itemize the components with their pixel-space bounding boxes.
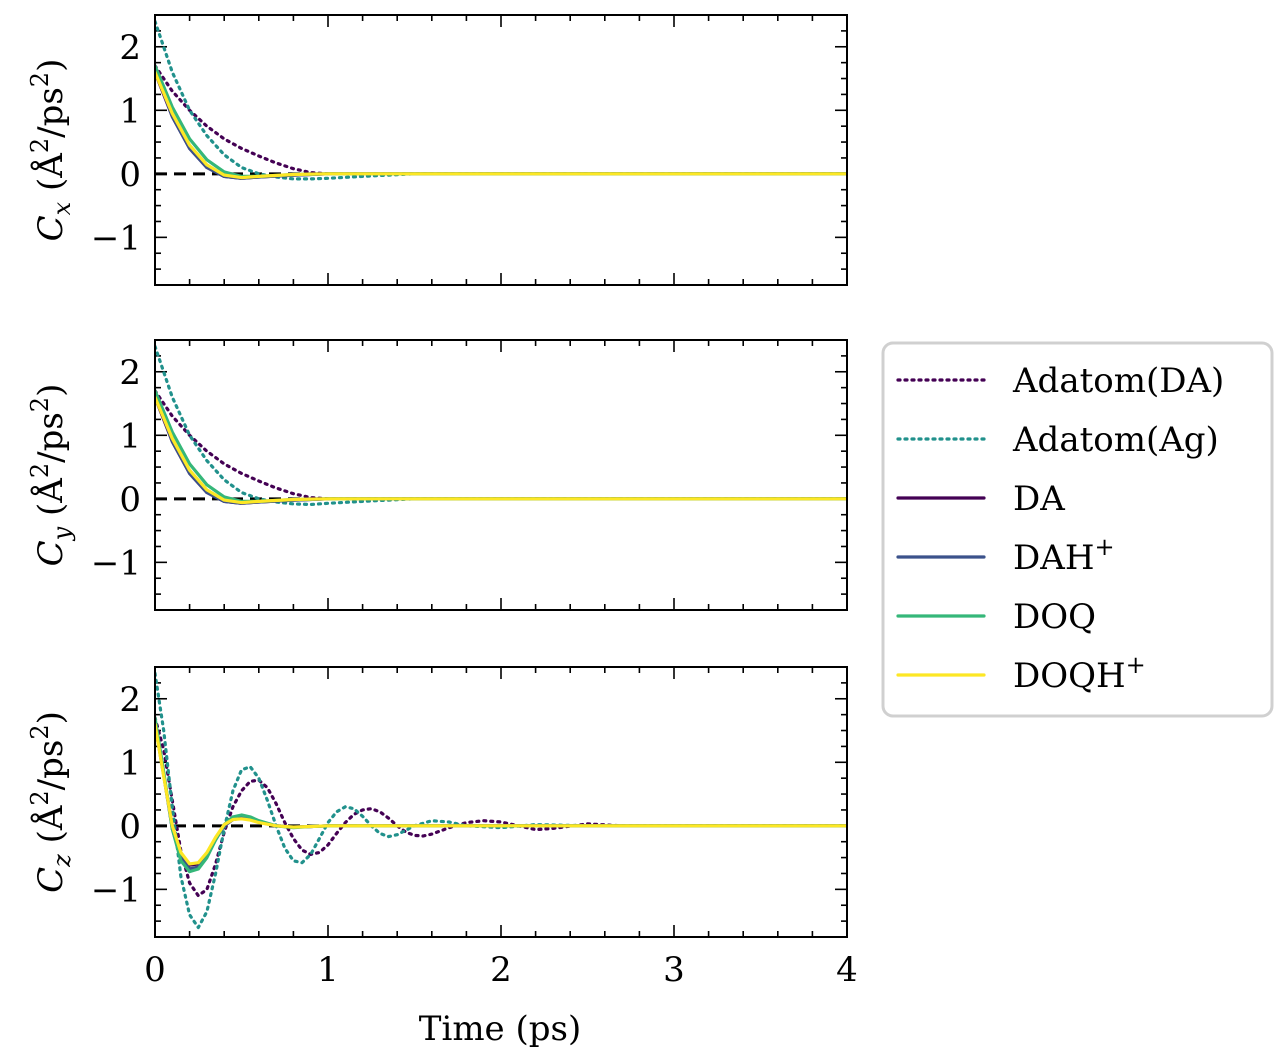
legend-label: DA xyxy=(1013,479,1065,519)
series-line-da xyxy=(155,395,847,505)
series-line-da xyxy=(155,722,847,867)
y-tick-label: 0 xyxy=(119,480,141,520)
panel-ticks xyxy=(154,339,848,611)
x-tick-label: 2 xyxy=(490,950,512,990)
legend: Adatom(DA) Adatom(Ag) DA DAH+ DOQ DOQH+ xyxy=(881,341,1274,718)
y-tick-label: 2 xyxy=(119,28,141,68)
x-tick-label: 0 xyxy=(144,950,166,990)
series-line-adatom-da- xyxy=(155,716,847,898)
series-line-doqh- xyxy=(155,722,847,866)
panel-ticks xyxy=(154,14,848,286)
x-axis-label: Time (ps) xyxy=(419,1009,581,1049)
y-tick-label: −1 xyxy=(91,218,141,258)
series-line-doq xyxy=(155,389,847,503)
panel-frame xyxy=(154,666,848,938)
y-tick-label: −1 xyxy=(91,870,141,910)
panel-series-group xyxy=(155,344,847,507)
series-line-doqh- xyxy=(155,395,847,505)
series-line-doqh- xyxy=(155,70,847,180)
legend-box xyxy=(881,341,1274,718)
panel-series-group xyxy=(155,19,847,181)
y-tick-label: 2 xyxy=(119,353,141,393)
y-tick-label: 1 xyxy=(119,416,141,456)
panel-frame xyxy=(154,339,848,611)
y-tick-label: 2 xyxy=(119,680,141,720)
y-axis-label: Cz (Å2/ps2) xyxy=(26,711,76,893)
y-tick-label: 1 xyxy=(119,91,141,131)
legend-label: DAH+ xyxy=(1013,533,1115,578)
series-line-adatom-da- xyxy=(155,389,847,501)
legend-label: DOQH+ xyxy=(1013,651,1146,696)
panel-frame xyxy=(154,14,848,286)
series-line-da xyxy=(155,70,847,180)
y-tick-label: 1 xyxy=(119,743,141,783)
x-tick-label: 3 xyxy=(663,950,685,990)
legend-label: Adatom(Ag) xyxy=(1012,420,1219,460)
series-line-dah- xyxy=(155,67,847,180)
legend-label: DOQ xyxy=(1013,597,1096,637)
series-line-dah- xyxy=(155,719,847,871)
series-line-doq xyxy=(155,64,847,178)
y-axis-label: Cy (Å2/ps2) xyxy=(26,384,76,567)
y-axis-label: Cx (Å2/ps2) xyxy=(26,59,76,242)
series-line-adatom-da- xyxy=(155,64,847,176)
y-tick-label: 0 xyxy=(119,155,141,195)
legend-label: Adatom(DA) xyxy=(1012,361,1224,401)
y-tick-label: 0 xyxy=(119,807,141,847)
series-line-doq xyxy=(155,716,847,874)
x-tick-label: 4 xyxy=(836,950,858,990)
panel-ticks xyxy=(154,666,848,938)
series-line-dah- xyxy=(155,392,847,505)
y-tick-label: −1 xyxy=(91,543,141,583)
panel-series-group xyxy=(155,671,847,930)
series-line-adatom-ag- xyxy=(155,671,847,930)
x-tick-label: 1 xyxy=(317,950,339,990)
